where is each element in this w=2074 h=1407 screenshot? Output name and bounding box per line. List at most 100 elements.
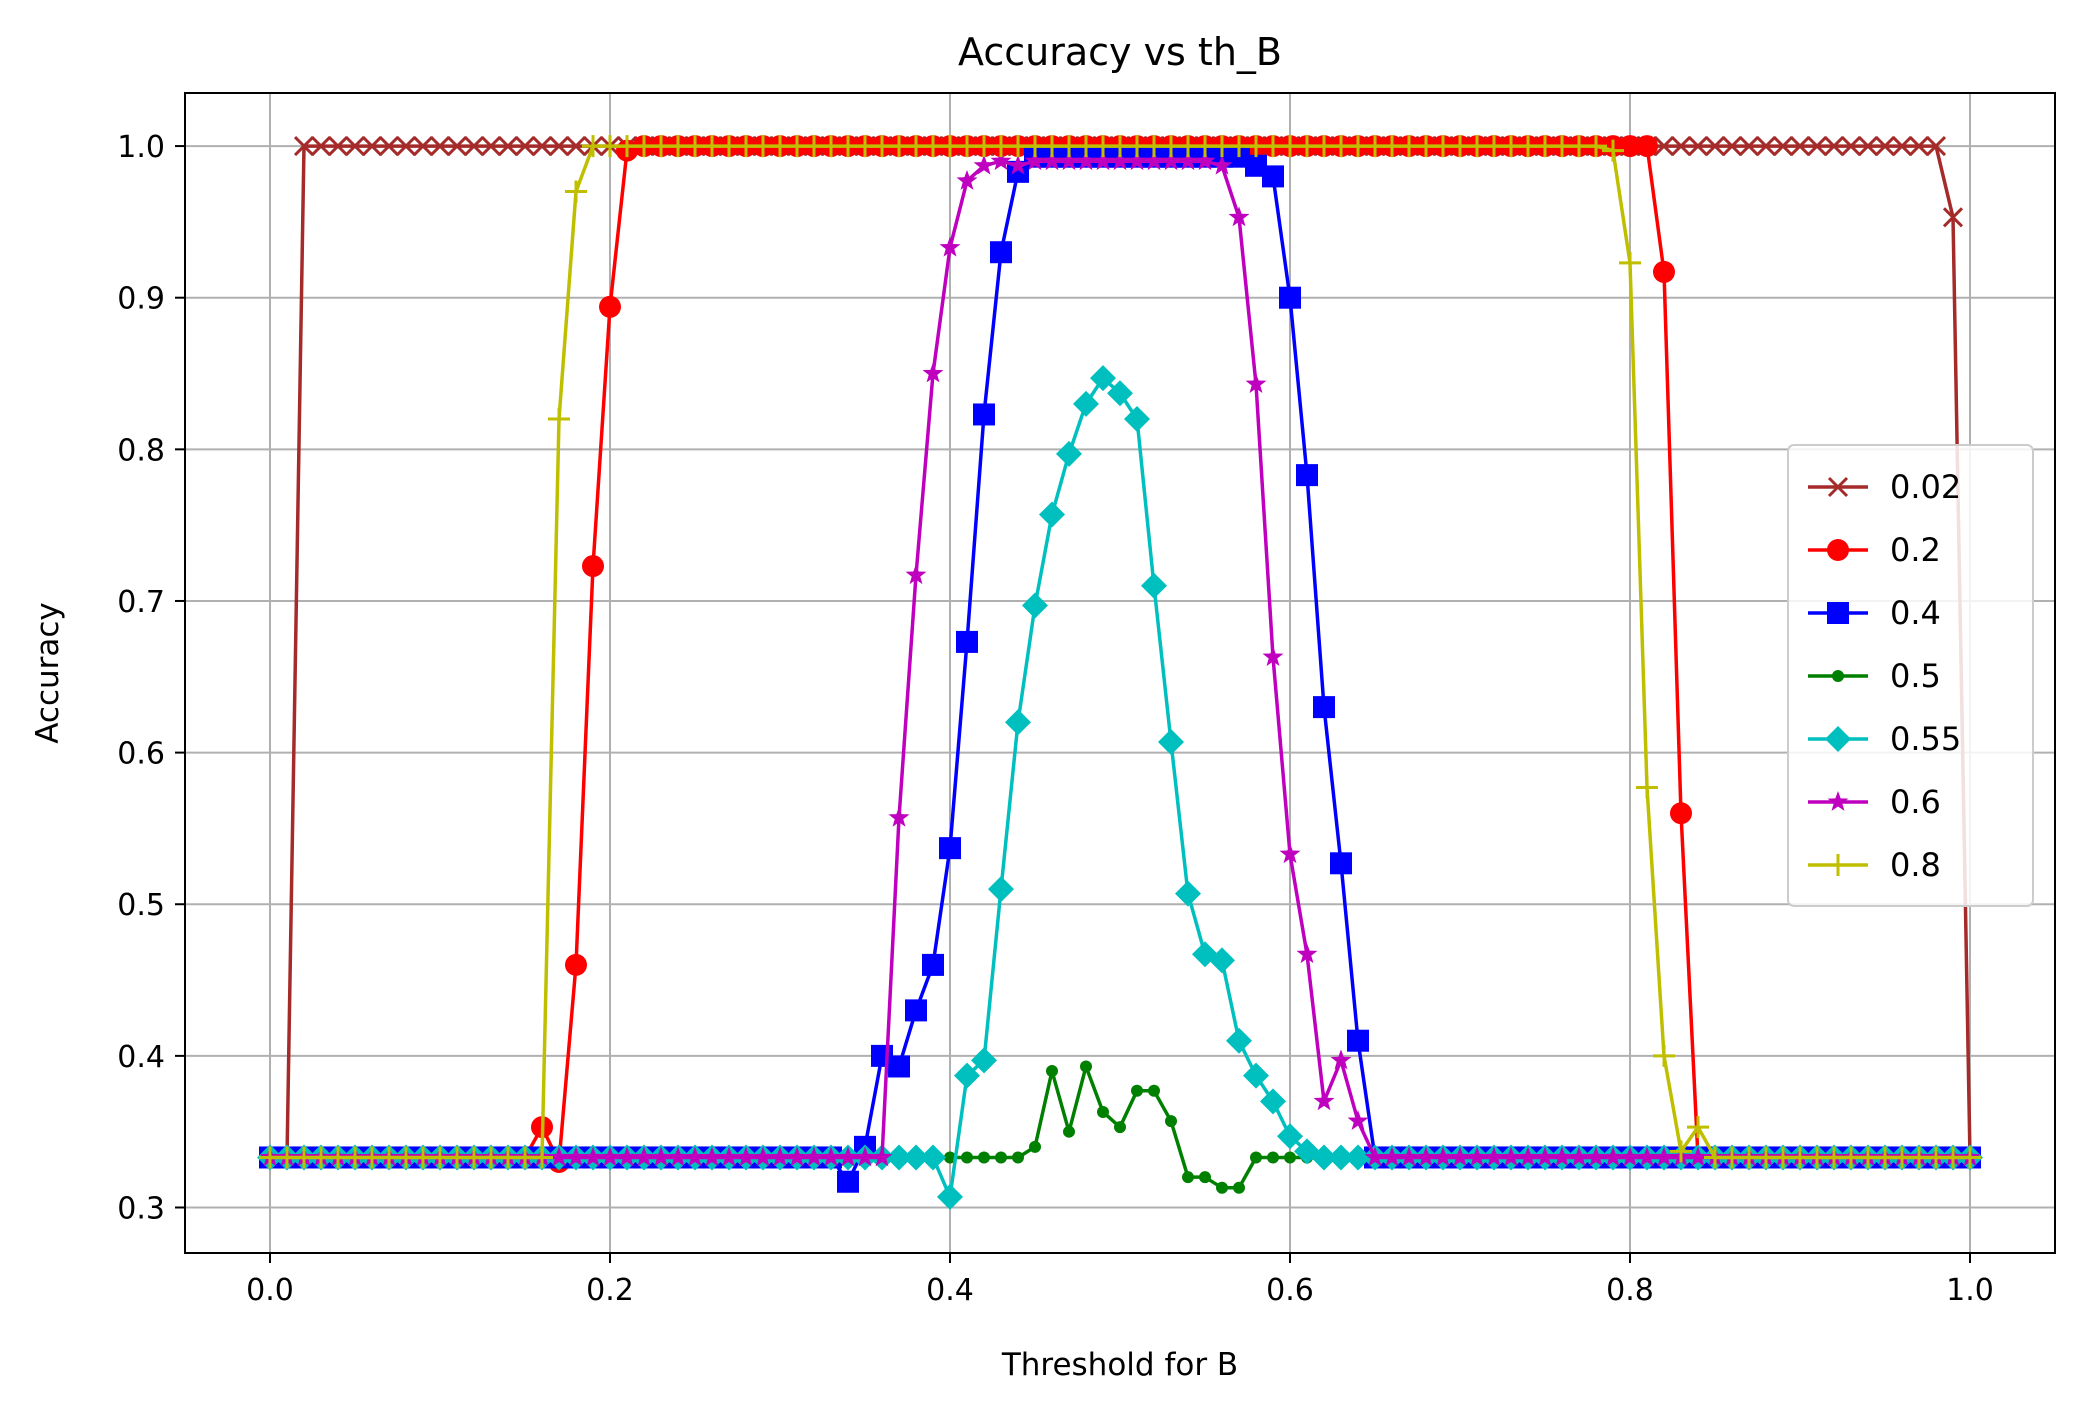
data-point [1175, 880, 1201, 907]
data-point [1279, 843, 1301, 864]
data-point [1313, 1090, 1335, 1111]
data-point [888, 806, 910, 827]
y-tick-label: 0.4 [117, 1040, 165, 1075]
data-point [954, 1062, 980, 1089]
legend-label: 0.2 [1890, 531, 1941, 569]
data-point [1107, 380, 1133, 407]
data-point [1216, 1181, 1228, 1194]
data-point [1704, 136, 1726, 157]
data-point [378, 136, 400, 157]
data-point [1619, 1146, 1641, 1167]
legend-item: 0.4 [1808, 594, 1941, 632]
legend-marker [1827, 854, 1849, 876]
legend-item: 0.55 [1808, 720, 1961, 758]
data-point [973, 403, 995, 426]
data-point [565, 1146, 587, 1167]
data-point [582, 555, 604, 578]
data-point [990, 241, 1012, 264]
x-tick-label: 0.4 [926, 1273, 974, 1308]
data-point [1874, 136, 1896, 157]
data-point [344, 136, 366, 157]
data-point [1670, 136, 1692, 157]
legend-marker [1825, 726, 1851, 752]
series-layer [257, 135, 1983, 1210]
legend-box [1787, 444, 2034, 907]
x-tick-label: 1.0 [1946, 1273, 1994, 1308]
data-point [1024, 150, 1046, 171]
data-point [1432, 1146, 1454, 1167]
data-point [1250, 1151, 1262, 1164]
data-point [1284, 1151, 1296, 1164]
series-0-8 [259, 135, 1981, 1169]
data-point [1653, 1146, 1675, 1167]
data-point [531, 1146, 553, 1169]
y-tick-label: 1.0 [117, 130, 165, 165]
data-point [1097, 1105, 1109, 1118]
data-point [480, 136, 502, 157]
legend-marker [1827, 791, 1849, 811]
data-point [888, 1055, 910, 1078]
y-tick-label: 0.6 [117, 737, 165, 772]
axis-ticks: 0.0 0.2 0.4 0.6 0.8 1.0 0.3 0.4 0.5 0.6 0.7 0.8 0.9 1… [117, 130, 1994, 1308]
data-point [429, 136, 451, 157]
data-point [497, 136, 519, 157]
data-point [1806, 136, 1828, 157]
data-point [1114, 1121, 1126, 1134]
data-point [1075, 150, 1097, 171]
data-point [1007, 154, 1029, 175]
legend-item: 0.8 [1808, 846, 1941, 884]
data-point [1959, 1146, 1981, 1169]
data-point [1585, 1146, 1607, 1167]
data-point [803, 1146, 825, 1167]
data-point [1245, 154, 1267, 177]
data-point [1211, 154, 1233, 175]
data-point [1233, 1181, 1245, 1194]
data-point [1158, 728, 1184, 755]
data-point [1177, 150, 1199, 171]
data-point [1449, 1146, 1471, 1167]
legend-item: 0.02 [1808, 468, 1961, 506]
data-point [327, 136, 349, 157]
data-point [1165, 1115, 1177, 1128]
data-point [786, 1146, 808, 1167]
data-point [1092, 150, 1114, 171]
data-point [1653, 260, 1675, 283]
data-point [599, 295, 621, 318]
data-point [1823, 136, 1845, 157]
data-point [1636, 1146, 1658, 1167]
legend-label: 0.55 [1890, 720, 1961, 758]
data-point [1311, 1144, 1337, 1171]
x-tick-label: 0.6 [1266, 1273, 1314, 1308]
data-point [1262, 646, 1284, 666]
data-point [1041, 150, 1063, 171]
data-point [1262, 165, 1284, 188]
data-point [1925, 136, 1947, 157]
data-point [1058, 150, 1080, 171]
legend-label: 0.02 [1890, 468, 1961, 506]
y-tick-label: 0.8 [117, 433, 165, 468]
data-point [1141, 572, 1167, 599]
data-point [1345, 1144, 1371, 1171]
x-tick-label: 0.8 [1606, 1273, 1654, 1308]
data-point [837, 1170, 859, 1193]
data-point [1653, 1044, 1675, 1067]
y-tick-label: 0.7 [117, 585, 165, 620]
data-point [1415, 1146, 1437, 1167]
data-point [1364, 1146, 1386, 1167]
data-point [1381, 1146, 1403, 1167]
data-point [1602, 1146, 1624, 1167]
data-point [565, 953, 587, 976]
data-point [616, 1146, 638, 1167]
data-point [1267, 1151, 1279, 1164]
data-point [718, 1146, 740, 1167]
legend-label: 0.8 [1890, 846, 1941, 884]
data-point [769, 1146, 791, 1167]
data-point [1721, 136, 1743, 157]
data-point [1687, 136, 1709, 157]
data-point [995, 1151, 1007, 1164]
data-point [1109, 150, 1131, 171]
data-point [1073, 390, 1099, 417]
data-point [1398, 1146, 1420, 1167]
data-point [548, 136, 570, 157]
